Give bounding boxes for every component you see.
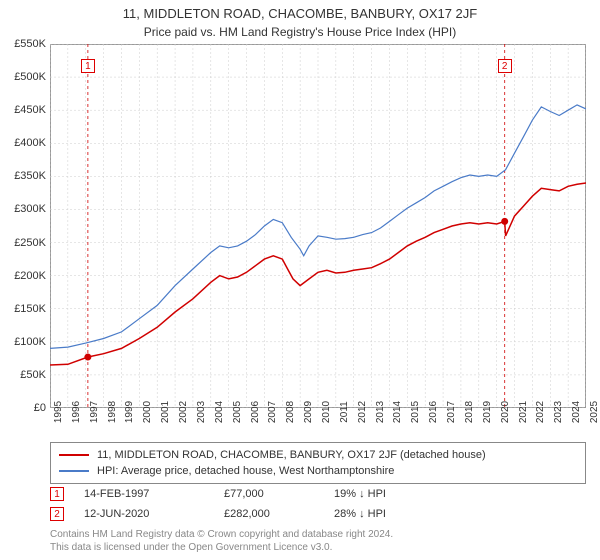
y-axis-label: £350K bbox=[0, 170, 46, 182]
legend-swatch bbox=[59, 454, 89, 456]
legend-item: 11, MIDDLETON ROAD, CHACOMBE, BANBURY, O… bbox=[59, 447, 577, 463]
sale-row-marker: 2 bbox=[50, 507, 64, 521]
x-axis-label: 2024 bbox=[571, 401, 582, 423]
chart-container: 11, MIDDLETON ROAD, CHACOMBE, BANBURY, O… bbox=[0, 0, 600, 560]
x-axis-label: 2022 bbox=[535, 401, 546, 423]
x-axis-label: 2012 bbox=[357, 401, 368, 423]
x-axis-label: 2021 bbox=[518, 401, 529, 423]
x-axis-label: 2005 bbox=[232, 401, 243, 423]
sale-date: 12-JUN-2020 bbox=[84, 508, 224, 520]
legend-swatch bbox=[59, 470, 89, 472]
sales-table: 1 14-FEB-1997£77,00019% ↓ HPI 2 12-JUN-2020… bbox=[50, 484, 586, 524]
y-axis-label: £50K bbox=[0, 369, 46, 381]
x-axis-label: 2002 bbox=[178, 401, 189, 423]
footer-line-2: This data is licensed under the Open Gov… bbox=[50, 541, 393, 554]
y-axis-label: £300K bbox=[0, 203, 46, 215]
y-axis-label: £450K bbox=[0, 104, 46, 116]
y-axis-label: £400K bbox=[0, 137, 46, 149]
legend-label: HPI: Average price, detached house, West… bbox=[97, 465, 394, 477]
chart-title: 11, MIDDLETON ROAD, CHACOMBE, BANBURY, O… bbox=[0, 0, 600, 21]
footer-line-1: Contains HM Land Registry data © Crown c… bbox=[50, 528, 393, 541]
x-axis-label: 2004 bbox=[214, 401, 225, 423]
x-axis-label: 2014 bbox=[392, 401, 403, 423]
y-axis-label: £550K bbox=[0, 38, 46, 50]
x-axis-label: 1998 bbox=[107, 401, 118, 423]
footer: Contains HM Land Registry data © Crown c… bbox=[50, 528, 393, 554]
sale-date: 14-FEB-1997 bbox=[84, 488, 224, 500]
x-axis-label: 2008 bbox=[285, 401, 296, 423]
x-axis-label: 2016 bbox=[428, 401, 439, 423]
sale-row: 2 12-JUN-2020£282,00028% ↓ HPI bbox=[50, 504, 586, 524]
x-axis-label: 1999 bbox=[124, 401, 135, 423]
x-axis-label: 2003 bbox=[196, 401, 207, 423]
x-axis-label: 2010 bbox=[321, 401, 332, 423]
x-axis-label: 1997 bbox=[89, 401, 100, 423]
x-axis-label: 2000 bbox=[142, 401, 153, 423]
sale-diff: 28% ↓ HPI bbox=[334, 508, 454, 520]
legend: 11, MIDDLETON ROAD, CHACOMBE, BANBURY, O… bbox=[50, 442, 586, 484]
y-axis-label: £500K bbox=[0, 71, 46, 83]
legend-item: HPI: Average price, detached house, West… bbox=[59, 463, 577, 479]
sale-price: £282,000 bbox=[224, 508, 334, 520]
y-axis-label: £200K bbox=[0, 270, 46, 282]
sale-price: £77,000 bbox=[224, 488, 334, 500]
x-axis-label: 2017 bbox=[446, 401, 457, 423]
y-axis-label: £100K bbox=[0, 336, 46, 348]
x-axis-label: 2023 bbox=[553, 401, 564, 423]
y-axis-label: £0 bbox=[0, 402, 46, 414]
x-axis-label: 2011 bbox=[339, 401, 350, 423]
x-axis-label: 2013 bbox=[375, 401, 386, 423]
chart-subtitle: Price paid vs. HM Land Registry's House … bbox=[0, 21, 600, 43]
legend-label: 11, MIDDLETON ROAD, CHACOMBE, BANBURY, O… bbox=[97, 449, 486, 461]
sale-diff: 19% ↓ HPI bbox=[334, 488, 454, 500]
x-axis-label: 2020 bbox=[500, 401, 511, 423]
x-axis-label: 2025 bbox=[589, 401, 600, 423]
x-axis-label: 2019 bbox=[482, 401, 493, 423]
x-axis-label: 2015 bbox=[410, 401, 421, 423]
x-axis-label: 2018 bbox=[464, 401, 475, 423]
y-axis-label: £250K bbox=[0, 237, 46, 249]
y-axis-label: £150K bbox=[0, 303, 46, 315]
x-axis-label: 2009 bbox=[303, 401, 314, 423]
chart-area: £0£50K£100K£150K£200K£250K£300K£350K£400… bbox=[50, 44, 586, 408]
x-axis-label: 2006 bbox=[250, 401, 261, 423]
x-axis-label: 2001 bbox=[160, 401, 171, 423]
sale-row-marker: 1 bbox=[50, 487, 64, 501]
x-axis-label: 1996 bbox=[71, 401, 82, 423]
x-axis-label: 1995 bbox=[53, 401, 64, 423]
x-axis-label: 2007 bbox=[267, 401, 278, 423]
sale-marker-2: 2 bbox=[498, 59, 512, 73]
plot-svg bbox=[50, 44, 586, 408]
sale-marker-1: 1 bbox=[81, 59, 95, 73]
sale-row: 1 14-FEB-1997£77,00019% ↓ HPI bbox=[50, 484, 586, 504]
